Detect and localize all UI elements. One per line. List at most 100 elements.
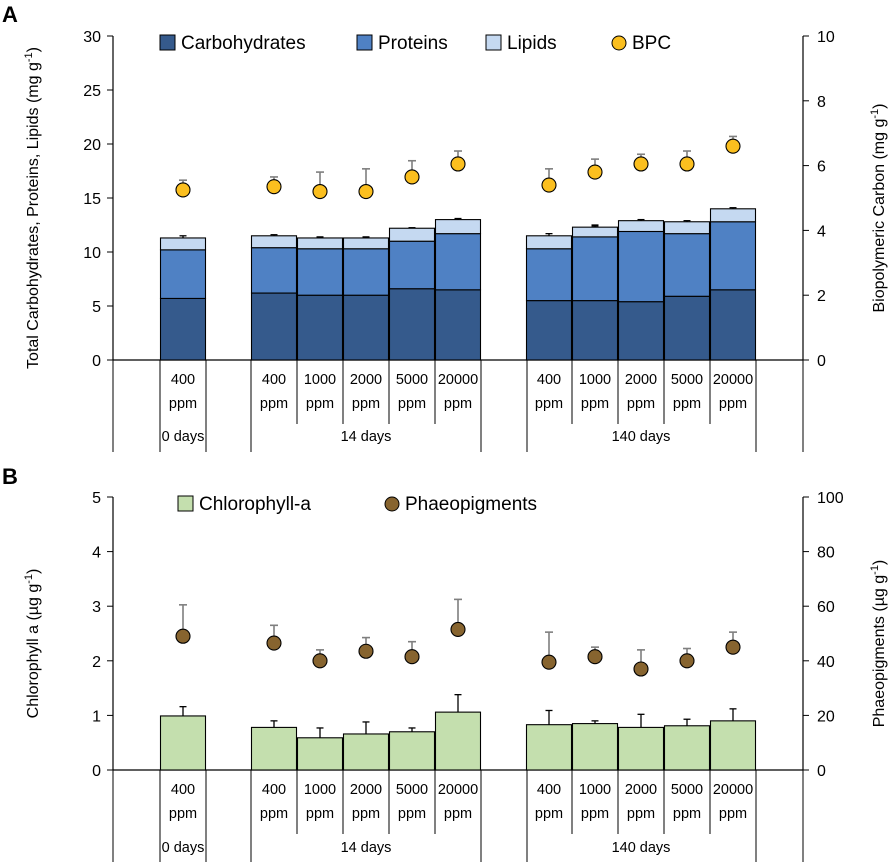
bar-chlorophyll-a <box>663 725 711 771</box>
point-bpc <box>679 156 695 172</box>
bar-lipids <box>709 208 757 223</box>
group-label: 140 days <box>612 840 671 856</box>
bar-chlorophyll-a <box>525 724 573 771</box>
group-label: 0 days <box>162 840 205 856</box>
category-label: 2000 <box>625 372 657 388</box>
point-phaeopigments <box>541 654 557 670</box>
bar-lipids <box>250 235 298 249</box>
category-label: ppm <box>535 396 563 412</box>
legend-label: Lipids <box>507 33 557 54</box>
bar-carbohydrates <box>525 300 573 361</box>
y2-tick-label: 0 <box>817 353 826 370</box>
bar-chlorophyll-a <box>250 726 298 771</box>
y2-tick-label: 80 <box>817 545 835 562</box>
bar-lipids <box>342 237 390 250</box>
category-label: ppm <box>352 806 380 822</box>
category-label: ppm <box>719 806 747 822</box>
y-tick-label: 25 <box>83 83 101 100</box>
point-phaeopigments <box>633 661 649 677</box>
category-label: 400 <box>537 372 561 388</box>
bar-carbohydrates <box>617 301 665 361</box>
y2-tick-label: 100 <box>817 490 844 507</box>
bar-chlorophyll-a <box>571 723 619 771</box>
category-label: 1000 <box>579 782 611 798</box>
category-label: ppm <box>581 806 609 822</box>
category-label: 20000 <box>438 782 478 798</box>
bar-chlorophyll-a <box>617 726 665 771</box>
category-label: ppm <box>627 806 655 822</box>
chart-panel-B: B 0 1 2 3 4 5 0 20 40 60 80 100 Chlorophyll a (µg g-1… <box>2 464 888 862</box>
category-label: ppm <box>444 396 472 412</box>
y2-tick-label: 60 <box>817 599 835 616</box>
legend-swatch <box>159 34 176 51</box>
group-label: 14 days <box>341 429 392 445</box>
legend-swatch <box>485 34 502 51</box>
point-bpc <box>266 179 282 195</box>
point-bpc <box>450 156 466 172</box>
point-phaeopigments <box>725 639 741 655</box>
category-label: ppm <box>260 396 288 412</box>
y-tick-label: 30 <box>83 29 101 46</box>
point-bpc <box>404 169 420 185</box>
bar-carbohydrates <box>434 289 482 361</box>
group-label: 14 days <box>341 840 392 856</box>
category-label: 1000 <box>579 372 611 388</box>
bar-lipids <box>388 227 436 242</box>
point-phaeopigments <box>679 653 695 669</box>
bar-carbohydrates <box>342 294 390 361</box>
bar-proteins <box>709 221 757 291</box>
point-bpc <box>358 183 374 200</box>
category-label: ppm <box>673 396 701 412</box>
bar-proteins <box>571 236 619 302</box>
bar-lipids <box>525 235 573 250</box>
category-label: ppm <box>581 396 609 412</box>
legend-label: Carbohydrates <box>181 33 306 54</box>
y2-tick-label: 0 <box>817 763 826 780</box>
bar-chlorophyll-a <box>159 715 207 771</box>
y2-tick-label: 8 <box>817 94 826 111</box>
legend-swatch <box>611 35 627 51</box>
bar-proteins <box>617 230 665 303</box>
category-label: ppm <box>627 396 655 412</box>
bar-carbohydrates <box>250 292 298 361</box>
y2-tick-label: 40 <box>817 654 835 671</box>
y-tick-label: 0 <box>92 763 101 780</box>
category-label: 20000 <box>713 782 753 798</box>
bar-lipids <box>571 226 619 238</box>
point-phaeopigments <box>450 621 466 637</box>
legend-swatch <box>356 34 373 51</box>
category-label: ppm <box>169 396 197 412</box>
point-phaeopigments <box>175 628 191 644</box>
y-tick-label: 15 <box>83 191 101 208</box>
bar-carbohydrates <box>663 295 711 361</box>
y-tick-label: 10 <box>83 245 101 262</box>
category-label: ppm <box>398 806 426 822</box>
category-label: 400 <box>171 372 195 388</box>
y2-tick-label: 4 <box>817 223 826 240</box>
point-bpc <box>633 156 649 172</box>
point-phaeopigments <box>587 649 603 665</box>
y-tick-label: 20 <box>83 137 101 154</box>
point-phaeopigments <box>404 649 420 665</box>
category-label: 5000 <box>396 782 428 798</box>
category-label: ppm <box>260 806 288 822</box>
point-bpc <box>312 183 328 200</box>
legend-swatch <box>177 495 194 512</box>
category-label: 5000 <box>671 372 703 388</box>
y2-axis-title: Biopolymeric Carbon (mg g-1) <box>869 104 888 313</box>
y-tick-label: 4 <box>92 545 101 562</box>
category-label: ppm <box>535 806 563 822</box>
bar-carbohydrates <box>388 288 436 361</box>
legend-label: Chlorophyll-a <box>199 494 311 515</box>
category-label: ppm <box>673 806 701 822</box>
bar-chlorophyll-a <box>296 737 344 771</box>
point-phaeopigments <box>312 653 328 669</box>
bar-lipids <box>434 219 482 235</box>
group-label: 0 days <box>162 429 205 445</box>
bar-proteins <box>296 248 344 296</box>
bar-carbohydrates <box>159 297 207 361</box>
panel-label: B <box>2 464 18 489</box>
point-phaeopigments <box>266 635 282 651</box>
y-tick-label: 2 <box>92 654 101 671</box>
